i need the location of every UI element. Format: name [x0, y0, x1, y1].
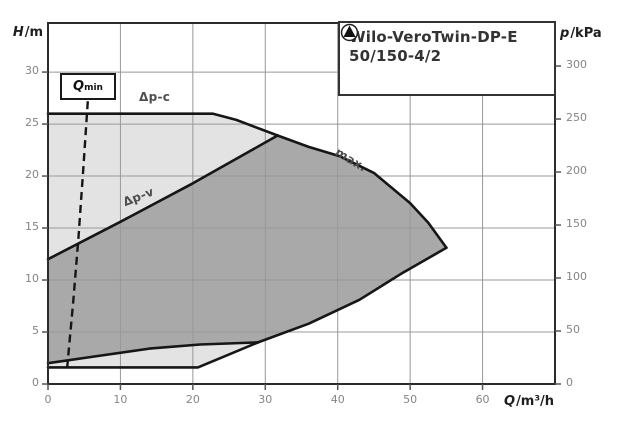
qmin-label-main: Q	[73, 79, 85, 94]
y-left-tick-label: 15	[25, 220, 39, 234]
y-right-tick-label: 100	[566, 270, 587, 283]
pump-title-line2: 50/150-4/2	[349, 47, 442, 65]
x-axis-label-italic: Q	[504, 394, 516, 409]
curve-label-dp-c: Δp-c	[139, 90, 171, 104]
x-tick-label: 50	[403, 393, 418, 406]
pump-title-box: Wilo-VeroTwin-DP-E 50/150-4/2	[338, 21, 556, 96]
dp-c-bottom-curve	[46, 341, 260, 369]
x-tick-label: 20	[185, 393, 200, 406]
dp-c-top-curve	[46, 112, 279, 137]
x-axis-label: Q/m³/h	[504, 394, 554, 409]
y-right-tick-label: 200	[566, 164, 587, 178]
min-flow-boundary-curve	[256, 246, 448, 344]
x-tick-label: 60	[475, 393, 490, 406]
qmin-label-sub: min	[84, 83, 103, 93]
y-axis-left-label: H/m	[13, 25, 43, 40]
x-tick-label: 40	[330, 393, 345, 406]
y-right-tick-label: 250	[566, 111, 587, 125]
y-left-tick-label: 0	[32, 376, 39, 389]
plot-frame	[47, 22, 556, 385]
y-axis-right-label-italic: p	[560, 26, 570, 41]
y-axis-right-label-rest: /kPa	[570, 26, 602, 41]
y-left-tick-label: 10	[25, 272, 39, 286]
y-axis-left-label-rest: /m	[24, 25, 43, 40]
y-axis-left-label-italic: H	[12, 25, 24, 40]
x-axis-label-rest: /m³/h	[516, 394, 555, 409]
x-tick-label: 0	[44, 393, 52, 406]
y-right-tick-label: 150	[566, 217, 587, 231]
x-tick-label: 10	[113, 393, 128, 406]
x-tick-label: 30	[258, 393, 273, 406]
dp-v-bottom-curve	[46, 341, 260, 365]
dp-v-operating-range	[48, 135, 447, 364]
qmin-dashed-line	[65, 101, 89, 372]
max-curve	[276, 134, 448, 250]
y-left-tick-label: 25	[25, 116, 39, 130]
pump-title-line1: Wilo-VeroTwin-DP-E	[349, 28, 518, 46]
dp-v-curve	[46, 134, 279, 261]
y-axis-right-label: p/kPa	[560, 26, 602, 41]
y-left-tick-label: 20	[25, 168, 39, 182]
y-right-tick-label: 50	[566, 323, 580, 336]
y-right-tick-label: 0	[566, 376, 573, 389]
y-right-tick-label: 300	[566, 58, 587, 72]
pump-icon	[340, 23, 359, 42]
y-left-tick-label: 5	[32, 324, 39, 337]
y-left-tick-label: 30	[25, 64, 39, 78]
